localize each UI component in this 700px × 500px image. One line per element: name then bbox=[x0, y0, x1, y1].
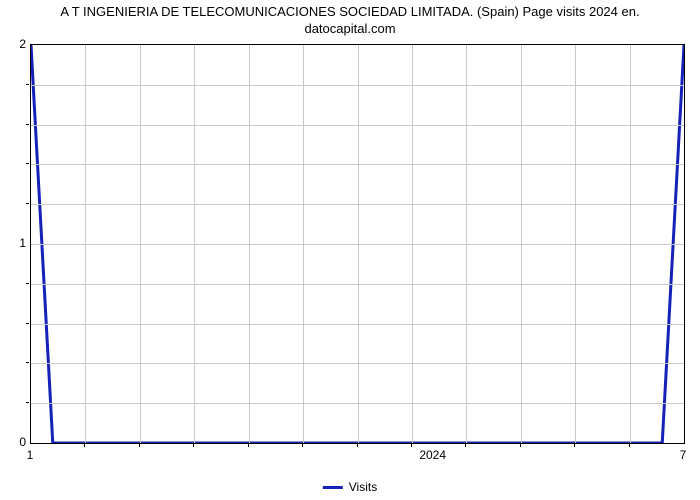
grid-line-v bbox=[194, 45, 195, 443]
legend: Visits bbox=[323, 480, 377, 494]
x-tick-label: 1 bbox=[27, 448, 34, 462]
y-minor-tick bbox=[26, 323, 29, 324]
grid-line-v bbox=[575, 45, 576, 443]
grid-line-v bbox=[85, 45, 86, 443]
grid-line-v bbox=[249, 45, 250, 443]
x-minor-tick bbox=[84, 444, 85, 447]
legend-label: Visits bbox=[349, 480, 377, 494]
y-minor-tick bbox=[26, 203, 29, 204]
x-minor-tick bbox=[520, 444, 521, 447]
title-line-2: datocapital.com bbox=[304, 21, 395, 36]
legend-swatch bbox=[323, 486, 343, 489]
y-minor-tick bbox=[26, 283, 29, 284]
x-minor-tick bbox=[629, 444, 630, 447]
y-tick-label: 1 bbox=[19, 236, 26, 250]
grid-line-v bbox=[630, 45, 631, 443]
x-minor-tick bbox=[357, 444, 358, 447]
x-minor-tick bbox=[193, 444, 194, 447]
grid-line-v bbox=[358, 45, 359, 443]
y-tick-label: 0 bbox=[19, 435, 26, 449]
grid-line-v bbox=[466, 45, 467, 443]
grid-line-v bbox=[303, 45, 304, 443]
x-minor-tick bbox=[139, 444, 140, 447]
plot-area bbox=[30, 44, 685, 444]
y-minor-tick bbox=[26, 402, 29, 403]
x-minor-tick bbox=[574, 444, 575, 447]
y-minor-tick bbox=[26, 84, 29, 85]
x-minor-tick bbox=[411, 444, 412, 447]
chart-title: A T INGENIERIA DE TELECOMUNICACIONES SOC… bbox=[0, 0, 700, 38]
title-line-1: A T INGENIERIA DE TELECOMUNICACIONES SOC… bbox=[60, 4, 639, 19]
grid-line-v bbox=[412, 45, 413, 443]
y-tick-label: 2 bbox=[19, 37, 26, 51]
grid-line-v bbox=[521, 45, 522, 443]
x-secondary-label: 2024 bbox=[419, 448, 446, 462]
y-minor-tick bbox=[26, 163, 29, 164]
y-minor-tick bbox=[26, 362, 29, 363]
y-minor-tick bbox=[26, 124, 29, 125]
grid-line-v bbox=[140, 45, 141, 443]
x-minor-tick bbox=[465, 444, 466, 447]
x-minor-tick bbox=[302, 444, 303, 447]
x-tick-label: 7 bbox=[680, 448, 687, 462]
x-minor-tick bbox=[248, 444, 249, 447]
